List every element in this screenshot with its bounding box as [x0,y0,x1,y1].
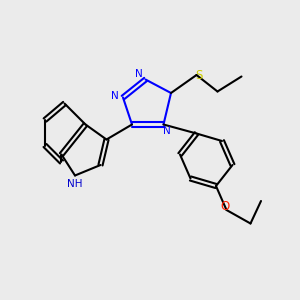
Text: NH: NH [67,179,83,189]
Text: O: O [220,200,230,214]
Text: N: N [111,91,119,101]
Text: N: N [135,69,143,79]
Text: N: N [163,125,170,136]
Text: S: S [195,69,203,82]
